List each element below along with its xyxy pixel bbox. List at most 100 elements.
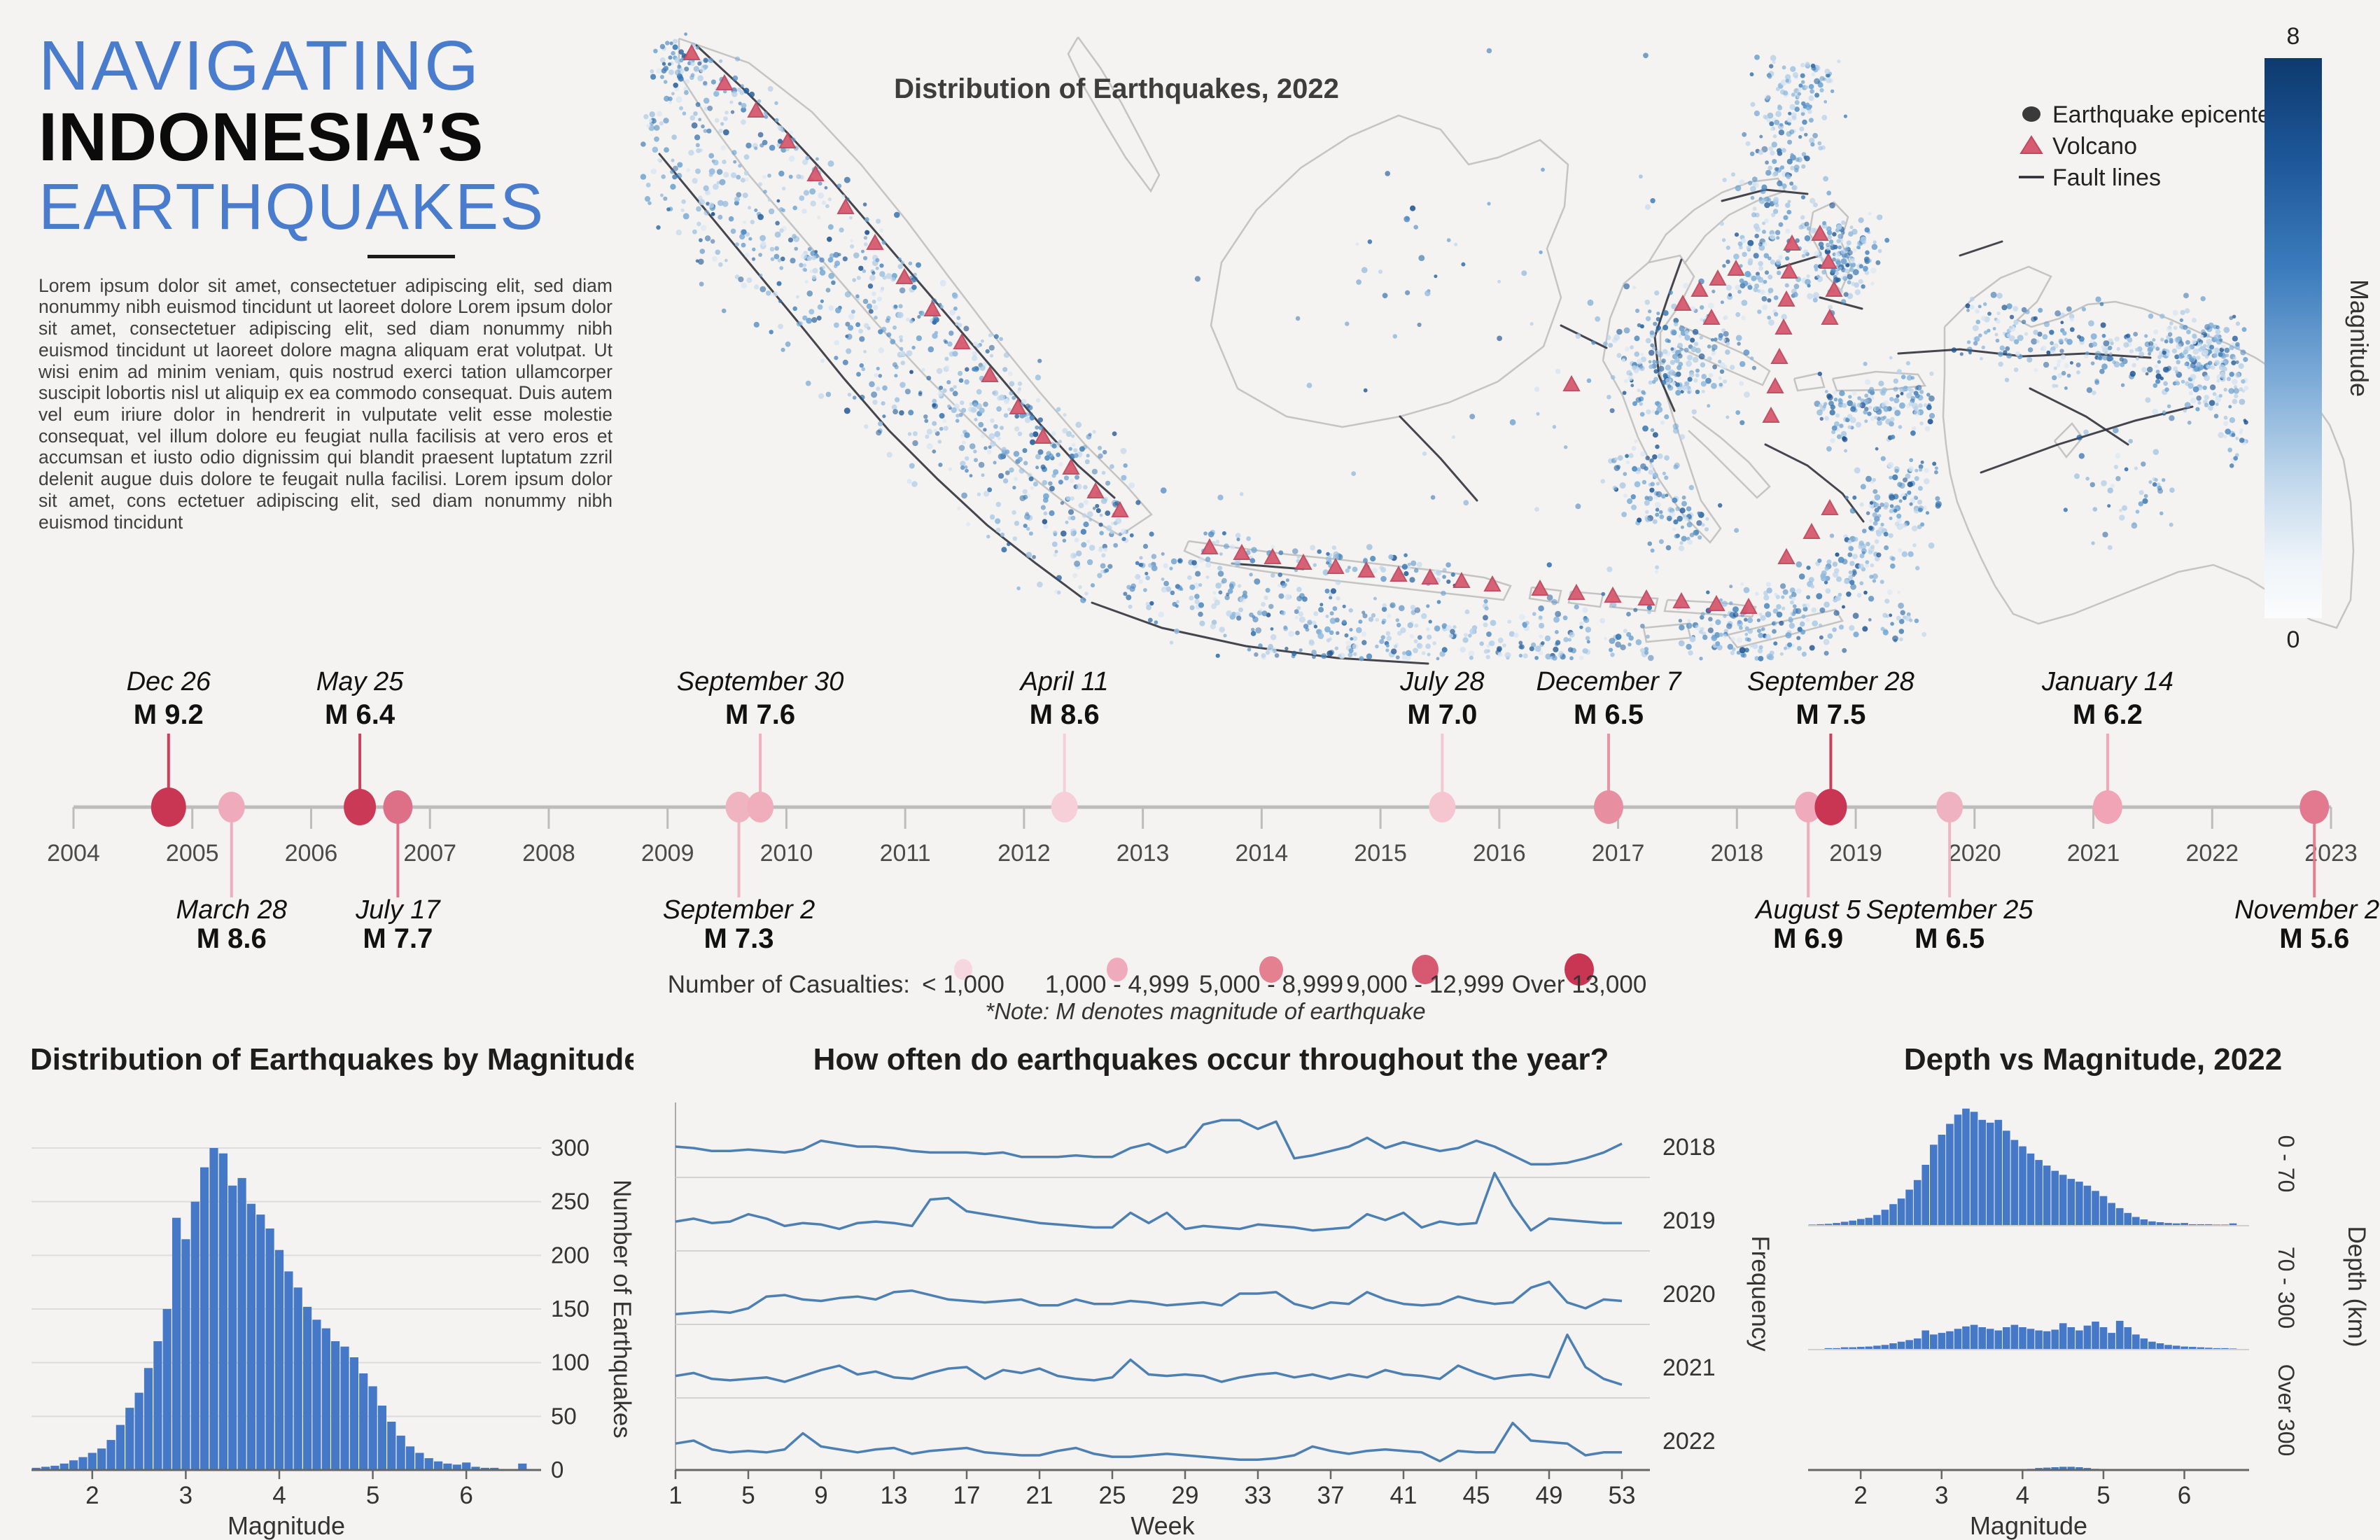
event-date: September 25 (1866, 895, 2034, 925)
volcano-icon (923, 300, 941, 316)
frequency-line-2020 (675, 1280, 1623, 1316)
timeline-event: January 14 M 6.2 (2041, 667, 2174, 824)
series-year-label: 2022 (1662, 1428, 1716, 1455)
event-dot (218, 792, 245, 822)
timeline-event: July 28 M 7.0 (1399, 667, 1485, 822)
volcano-icon (953, 332, 971, 349)
week-tick-label: 25 (1099, 1482, 1126, 1509)
event-dot (1814, 789, 1847, 825)
week-tick-label: 41 (1390, 1482, 1418, 1509)
week-tick-label: 49 (1536, 1482, 1563, 1509)
island-outline (1727, 608, 1844, 649)
volcano-icon (981, 365, 999, 382)
volcano-icon (1811, 224, 1829, 241)
title-divider (368, 254, 455, 258)
weekly-frequency-title: How often do earthquakes occur throughou… (813, 1042, 1609, 1077)
week-tick-label: 9 (814, 1482, 827, 1509)
volcano-icon (1233, 543, 1251, 560)
week-tick-label: 33 (1245, 1482, 1272, 1509)
volcano-icon (1562, 374, 1581, 391)
casualty-legend-label: 5,000 - 8,999 (1199, 971, 1343, 998)
casualty-legend-dot (1259, 956, 1283, 983)
timeline-note: *Note: M denotes magnitude of earthquake (985, 998, 1425, 1024)
event-date: August 5 (1754, 895, 1861, 925)
series-year-label: 2020 (1662, 1281, 1716, 1308)
event-date: September 2 (663, 895, 816, 925)
volcano-icon (1672, 592, 1690, 608)
volcano-icon (682, 43, 701, 60)
timeline-year-label: 2008 (522, 840, 575, 867)
earthquake-timeline: 2004 2005 2006 2007 2008 2009 2010 2011 2012 2013… (47, 667, 2380, 1024)
magnitude-histogram-title: Distribution of Earthquakes by Magnitude… (30, 1042, 634, 1077)
x-tick-label: 3 (179, 1482, 192, 1509)
series-year-label: 2019 (1662, 1208, 1716, 1234)
timeline-event: Dec 26 M 9.2 (127, 667, 211, 827)
timeline-year-label: 2012 (997, 840, 1051, 867)
event-magnitude: M 7.5 (1795, 699, 1865, 730)
fault-line (1764, 443, 1865, 523)
x-tick-label: 3 (1935, 1482, 1948, 1509)
y-tick-label: 100 (551, 1350, 589, 1376)
event-dot (1594, 790, 1623, 824)
casualty-legend-dot (1107, 958, 1128, 981)
timeline-year-label: 2010 (760, 840, 813, 867)
island-outline (1688, 416, 1771, 499)
casualty-legend-label: Over 13,000 (1512, 971, 1647, 998)
fault-line (2029, 387, 2129, 446)
volcano-icon (1774, 318, 1793, 335)
week-tick-label: 21 (1026, 1482, 1054, 1509)
timeline-year-label: 2006 (285, 840, 338, 867)
timeline-event: November 21M 5.6 (2234, 790, 2380, 954)
event-dot (725, 792, 752, 822)
volcano-icon (715, 74, 734, 90)
event-magnitude: M 7.6 (725, 699, 795, 730)
series-year-label: 2018 (1662, 1134, 1716, 1161)
event-date: July 28 (1399, 667, 1484, 696)
island-outline (1831, 370, 1927, 392)
event-date: April 11 (1019, 667, 1109, 696)
volcano-icon (747, 101, 765, 118)
casualty-legend-dot (1412, 955, 1438, 984)
fault-line (1399, 415, 1478, 502)
volcano-icon (1709, 269, 1727, 286)
timeline-year-label: 2014 (1236, 840, 1289, 867)
event-date: May 25 (316, 667, 404, 696)
event-dot (1429, 792, 1456, 822)
event-date: July 17 (355, 895, 441, 925)
volcano-icon (1567, 583, 1586, 600)
timeline-event: September 25M 6.5 (1866, 792, 2034, 954)
island-outline (1793, 372, 1826, 392)
volcano-icon (1690, 280, 1709, 297)
y-tick-label: 300 (551, 1135, 589, 1161)
week-tick-label: 45 (1463, 1482, 1490, 1509)
week-tick-label: 13 (881, 1482, 908, 1509)
volcano-icon (1707, 594, 1726, 611)
epicenter-legend-icon (2022, 106, 2040, 122)
fault-line (658, 153, 1086, 601)
volcano-icon (1531, 579, 1549, 596)
volcano-icon (1783, 234, 1801, 251)
event-date: November 21 (2234, 895, 2380, 925)
depth-magnitude-chart: Depth vs Magnitude, 2022 0 - 70 70 - 300 O… (1808, 1042, 2370, 1540)
timeline-event: March 28M 8.6 (176, 792, 287, 954)
colorbar-max-label: 8 (2287, 24, 2300, 50)
event-dot (2092, 790, 2122, 824)
week-tick-label: 29 (1172, 1482, 1199, 1509)
week-tick-label: 17 (953, 1482, 981, 1509)
volcano-legend-icon (2019, 135, 2043, 154)
volcano-icon (1357, 561, 1376, 578)
event-magnitude: M 6.4 (325, 699, 396, 730)
event-magnitude: M 6.2 (2073, 699, 2143, 730)
timeline-year-label: 2019 (1829, 840, 1882, 867)
casualty-legend-label: 1,000 - 4,999 (1045, 971, 1189, 998)
event-magnitude: M 6.5 (1914, 923, 1984, 954)
depth-axis-label: Depth (km) (2343, 1226, 2370, 1347)
volcano-icon (1821, 308, 1839, 325)
island-outline (1210, 114, 1569, 428)
timeline-year-label: 2013 (1116, 840, 1170, 867)
timeline-year-label: 2023 (2304, 840, 2358, 867)
frequency-line-2022 (675, 1422, 1622, 1463)
volcano-icon (895, 267, 913, 284)
timeline-event: July 17M 7.7 (355, 790, 441, 954)
depth-magnitude-xlabel: Magnitude (1970, 1511, 2087, 1540)
